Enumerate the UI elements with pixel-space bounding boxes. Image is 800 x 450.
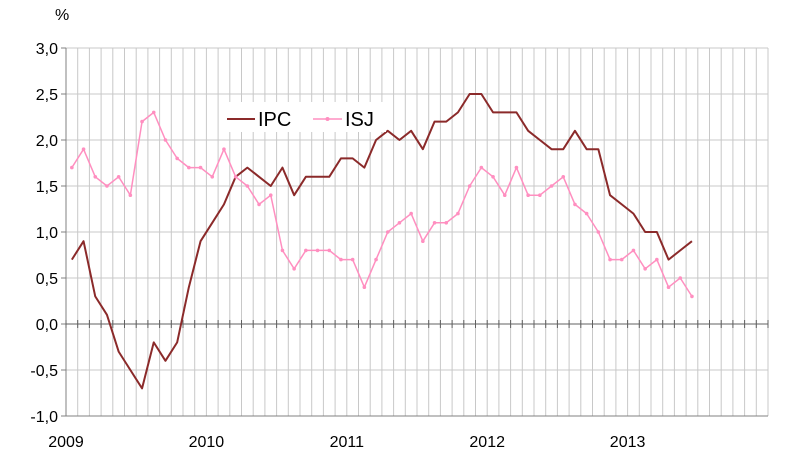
axis-layer: 3,0 2,5 2,0 1,5 1,0 0,5 0,0 -0,5 -1,0 2009 2010 201…: [30, 41, 769, 450]
x-tick-label: 2013: [610, 434, 646, 450]
data-point-isj: [187, 165, 191, 170]
data-point-isj: [643, 267, 647, 271]
data-point-isj: [175, 156, 179, 161]
y-tick-label: 1,0: [36, 225, 58, 242]
data-point-isj: [280, 248, 285, 253]
data-point-isj: [304, 248, 308, 253]
data-point-isj: [198, 165, 203, 170]
data-point-isj: [210, 175, 215, 179]
legend-marker-isj: [325, 117, 330, 121]
grid-layer: [65, 47, 769, 417]
x-tick-label: 2009: [48, 434, 84, 450]
data-point-isj: [140, 119, 144, 124]
legend: IPC ISJ: [221, 102, 386, 132]
data-point-isj: [292, 267, 296, 271]
data-point-isj: [596, 230, 601, 234]
data-point-isj: [350, 257, 355, 262]
data-point-isj: [432, 221, 437, 225]
y-unit-label: %: [55, 7, 69, 24]
x-tick-label: 2011: [330, 434, 365, 450]
data-point-isj: [70, 165, 74, 170]
x-tick-label: 2012: [469, 434, 505, 450]
data-point-isj: [257, 202, 261, 207]
data-point-isj: [116, 175, 121, 179]
data-point-isj: [514, 165, 519, 170]
data-point-isj: [81, 147, 86, 151]
data-point-isj: [573, 202, 577, 207]
data-point-isj: [666, 285, 671, 290]
series-line-isj: [71, 111, 693, 297]
data-point-isj: [678, 276, 683, 280]
data-point-isj: [374, 257, 378, 262]
data-point-isj: [397, 221, 402, 225]
data-point-isj: [538, 193, 542, 197]
legend-label-isj: ISJ: [345, 109, 374, 131]
data-point-isj: [93, 175, 98, 179]
data-point-isj: [163, 138, 168, 142]
y-tick-label: 3,0: [36, 41, 58, 58]
data-point-isj: [456, 211, 460, 216]
data-point-isj: [467, 184, 472, 188]
data-point-isj: [385, 230, 390, 234]
y-tick-label: 0,0: [36, 317, 58, 334]
data-point-isj: [339, 257, 343, 262]
data-point-isj: [222, 147, 226, 151]
series-line-ipc: [71, 93, 693, 390]
data-point-isj: [409, 211, 413, 216]
y-tick-label: 2,0: [36, 133, 58, 150]
data-point-isj: [421, 239, 425, 243]
y-tick-label: 0,5: [36, 271, 58, 288]
data-point-isj: [268, 193, 273, 197]
data-point-isj: [105, 184, 109, 188]
data-point-isj: [608, 257, 612, 262]
series-layer: [70, 93, 694, 390]
data-point-isj: [631, 248, 636, 253]
data-point-isj: [245, 184, 250, 188]
legend-background: [221, 102, 386, 132]
data-point-isj: [315, 248, 320, 253]
data-point-isj: [233, 175, 238, 179]
data-point-isj: [151, 110, 156, 115]
data-point-isj: [362, 285, 367, 290]
data-point-isj: [690, 294, 694, 299]
data-point-isj: [327, 248, 332, 253]
data-point-isj: [549, 184, 554, 188]
data-point-isj: [479, 165, 484, 170]
x-tick-label: 2010: [189, 434, 225, 450]
data-point-isj: [444, 221, 449, 225]
y-tick-label: 2,5: [36, 87, 58, 104]
y-tick-label: -1,0: [30, 409, 58, 426]
legend-label-ipc: IPC: [258, 109, 291, 131]
data-point-isj: [502, 193, 507, 197]
y-tick-label: 1,5: [36, 179, 58, 196]
data-point-isj: [561, 175, 566, 179]
data-point-isj: [128, 193, 133, 197]
data-point-isj: [619, 257, 624, 262]
data-point-isj: [584, 211, 589, 216]
y-tick-label: -0,5: [30, 363, 58, 380]
data-point-isj: [655, 257, 659, 262]
data-point-isj: [491, 175, 495, 179]
data-point-isj: [526, 193, 530, 197]
